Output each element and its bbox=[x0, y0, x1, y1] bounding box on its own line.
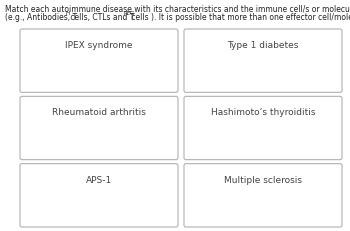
FancyBboxPatch shape bbox=[184, 30, 342, 93]
FancyBboxPatch shape bbox=[20, 97, 178, 160]
Text: Match each autoimmune disease with its characteristics and the immune cell/s or : Match each autoimmune disease with its c… bbox=[5, 4, 350, 13]
Text: cells, CTLs and T: cells, CTLs and T bbox=[68, 13, 134, 22]
FancyBboxPatch shape bbox=[20, 30, 178, 93]
Text: H: H bbox=[66, 11, 70, 16]
Text: APS-1: APS-1 bbox=[86, 175, 112, 184]
Text: Multiple sclerosis: Multiple sclerosis bbox=[224, 175, 302, 184]
Text: Type 1 diabetes: Type 1 diabetes bbox=[227, 41, 299, 50]
Text: IPEX syndrome: IPEX syndrome bbox=[65, 41, 133, 50]
Text: Rheumatoid arthritis: Rheumatoid arthritis bbox=[52, 108, 146, 117]
Text: Hashimoto’s thyroiditis: Hashimoto’s thyroiditis bbox=[211, 108, 315, 117]
FancyBboxPatch shape bbox=[184, 97, 342, 160]
Text: (e.g., Antibodies, T: (e.g., Antibodies, T bbox=[5, 13, 77, 22]
Text: cells ). It is possible that more than one effector cell/molecule is involved.: cells ). It is possible that more than o… bbox=[129, 13, 350, 22]
FancyBboxPatch shape bbox=[20, 164, 178, 227]
Text: REG: REG bbox=[123, 11, 134, 16]
FancyBboxPatch shape bbox=[184, 164, 342, 227]
